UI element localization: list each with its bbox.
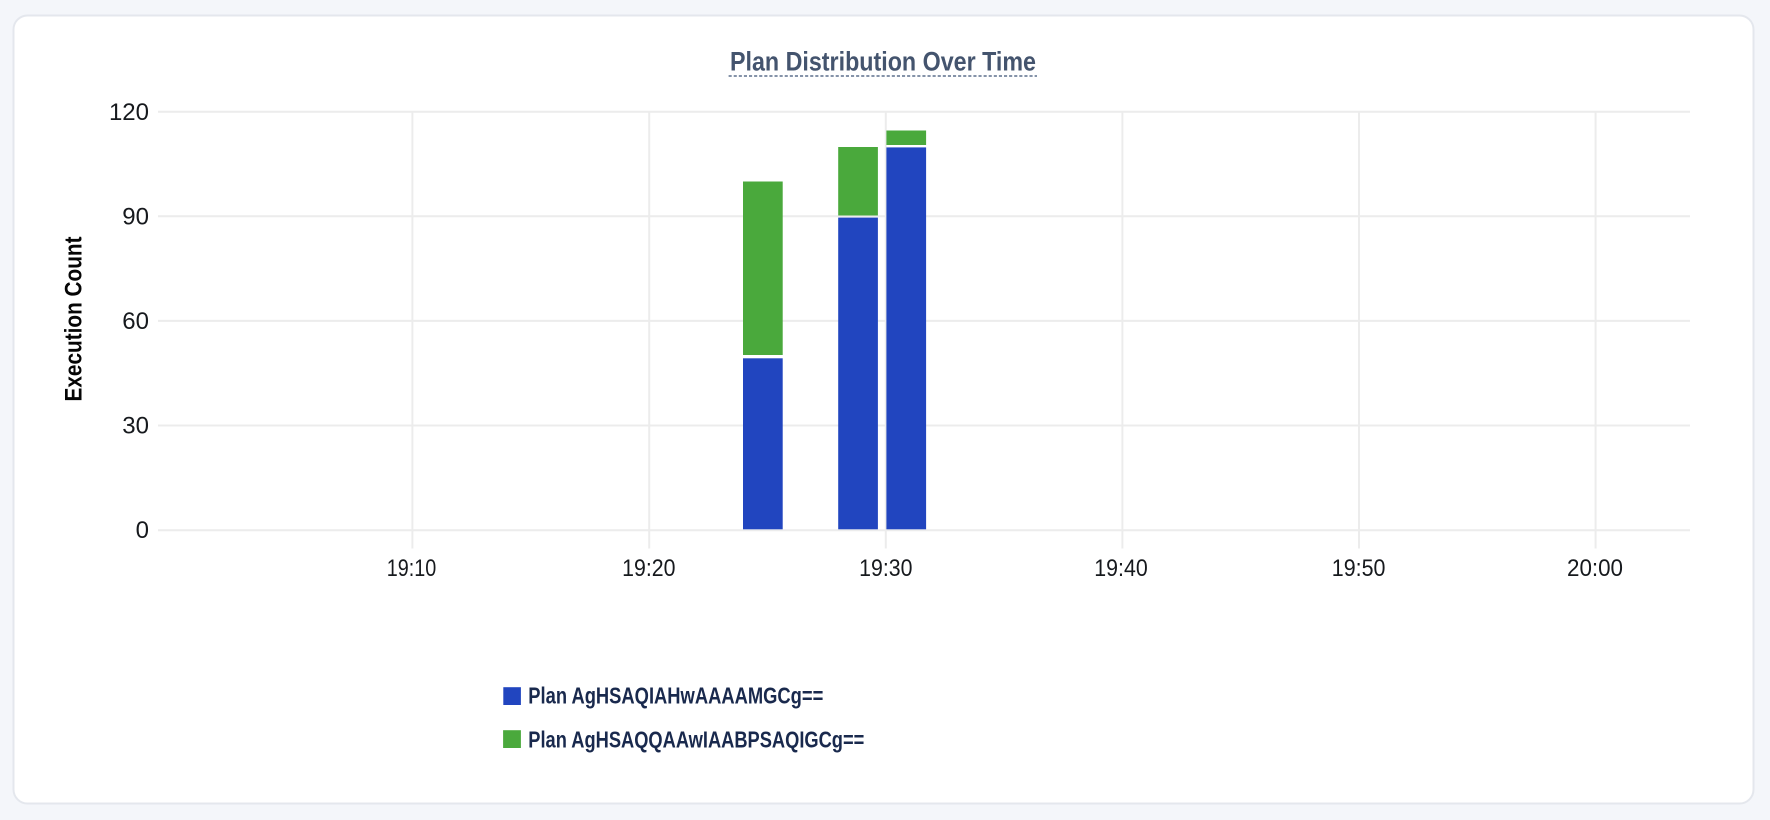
svg-text:Plan AgHSAQIAHwAAAAMGCg==: Plan AgHSAQIAHwAAAAMGCg== [528,683,823,709]
svg-text:120: 120 [109,99,149,126]
svg-text:0: 0 [136,517,149,544]
svg-text:20:00: 20:00 [1567,555,1623,582]
svg-text:Plan AgHSAQQAAwIAABPSAQIGCg==: Plan AgHSAQQAAwIAABPSAQIGCg== [528,727,864,753]
svg-text:Plan Distribution Over Time: Plan Distribution Over Time [730,47,1036,77]
svg-text:90: 90 [122,204,149,231]
svg-text:60: 60 [122,308,149,335]
svg-text:Execution Count: Execution Count [61,237,88,402]
svg-text:30: 30 [122,413,149,440]
svg-text:19:10: 19:10 [387,555,437,582]
svg-text:19:20: 19:20 [622,555,675,582]
svg-text:19:40: 19:40 [1094,555,1147,582]
svg-text:19:50: 19:50 [1332,555,1386,582]
svg-text:19:30: 19:30 [859,555,912,582]
